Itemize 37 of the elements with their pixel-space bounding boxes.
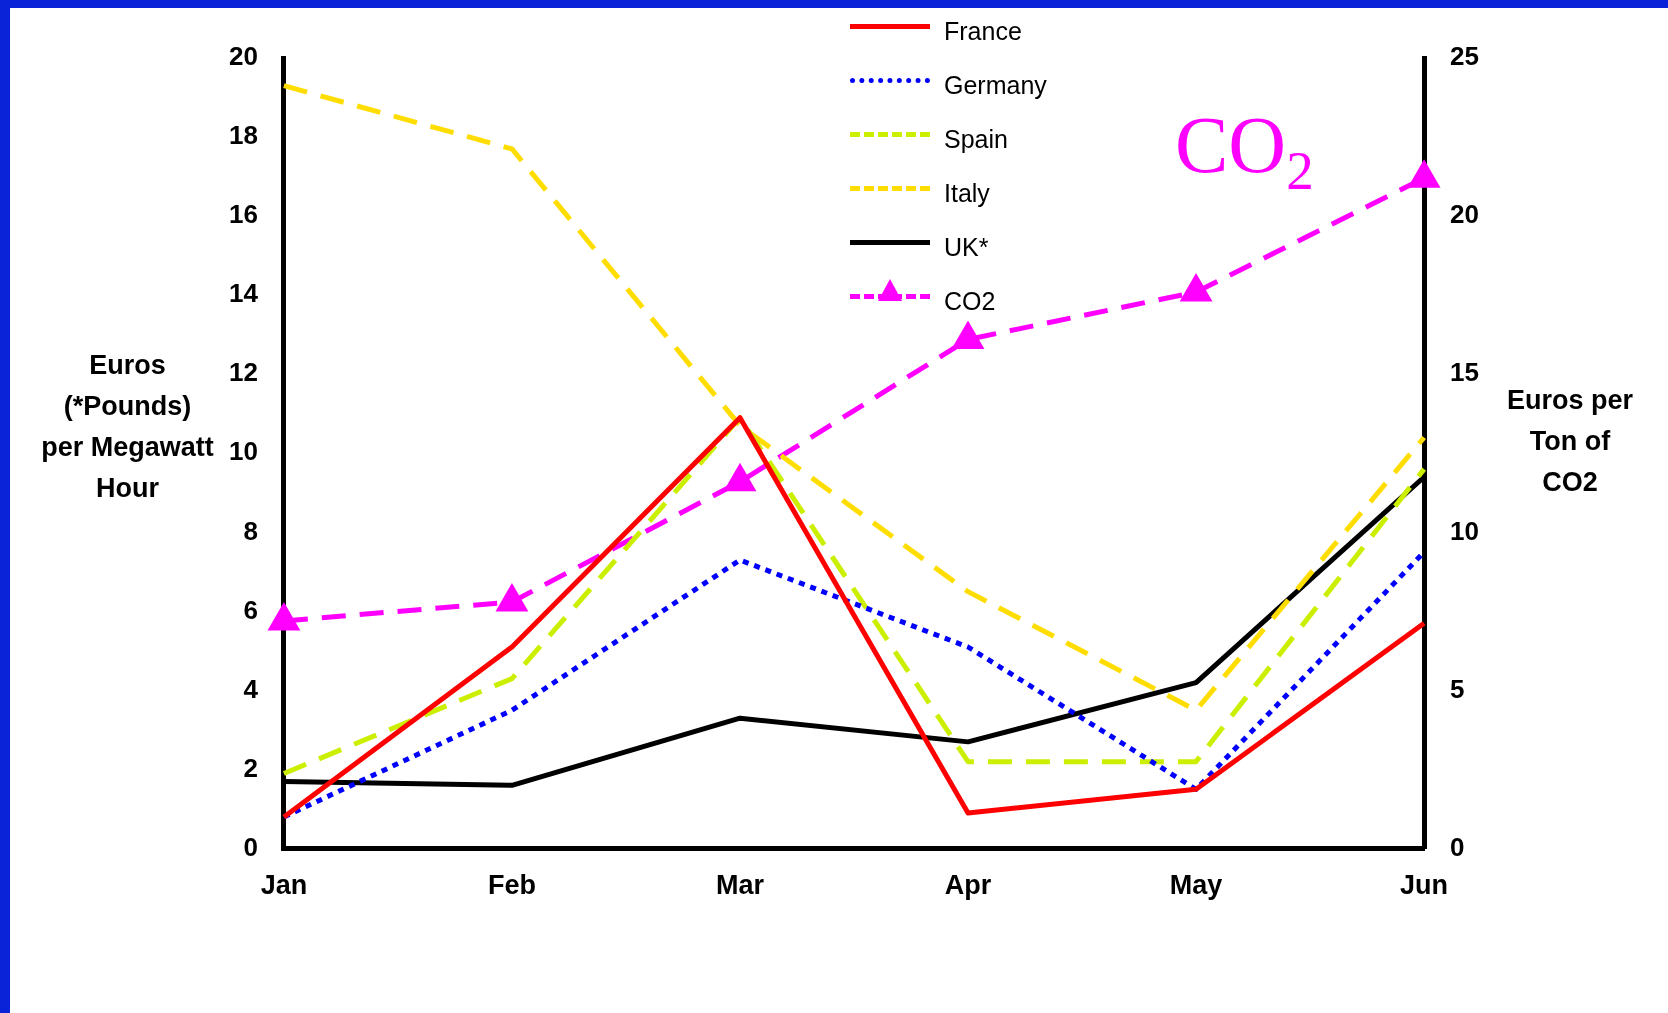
legend-label: CO2 [940, 286, 1000, 316]
y2-tick-label: 20 [1450, 199, 1479, 230]
x-tick-label: Jun [1400, 870, 1449, 901]
y2-tick-label: 10 [1450, 515, 1479, 546]
y2-tick-label: 0 [1450, 831, 1465, 862]
x-tick-label: May [1169, 870, 1223, 901]
y-tick-label: 8 [243, 515, 258, 546]
y-tick-label: 14 [229, 278, 259, 309]
legend-label: Germany [940, 70, 1051, 100]
y-tick-label: 4 [243, 673, 259, 704]
point [953, 320, 985, 349]
annotation: CO$_{2}$ [1175, 100, 1314, 202]
legend-label: Spain [940, 124, 1012, 154]
y-axis-title: Euros (*Pounds) per Megawatt Hour [40, 349, 215, 505]
y2-tick-label: 15 [1450, 357, 1479, 388]
x-tick-label: Jan [260, 870, 308, 901]
point [1409, 159, 1441, 188]
point [269, 604, 299, 631]
y-tick-label: 10 [229, 436, 258, 467]
y-tick-label: 6 [243, 594, 258, 625]
y2-axis-title: Euros per Ton of CO2 [1505, 384, 1634, 499]
point [725, 465, 755, 492]
y-tick-label: 2 [243, 752, 258, 783]
point [497, 585, 527, 612]
legend-label: France [940, 16, 1026, 46]
legend-label: Italy [940, 178, 994, 208]
y-tick-label: 12 [229, 357, 258, 388]
y2-tick-label: 5 [1450, 673, 1465, 704]
legend-label: UK* [940, 232, 993, 262]
y2-tick-label: 25 [1450, 41, 1479, 72]
x-tick-label: Mar [715, 870, 765, 901]
y-tick-label: 16 [229, 199, 258, 230]
x-tick-label: Apr [944, 870, 992, 901]
x-tick-label: Feb [487, 870, 536, 901]
y-tick-label: 20 [229, 41, 258, 72]
y-tick-label: 0 [243, 831, 258, 862]
y-tick-label: 18 [229, 120, 258, 151]
